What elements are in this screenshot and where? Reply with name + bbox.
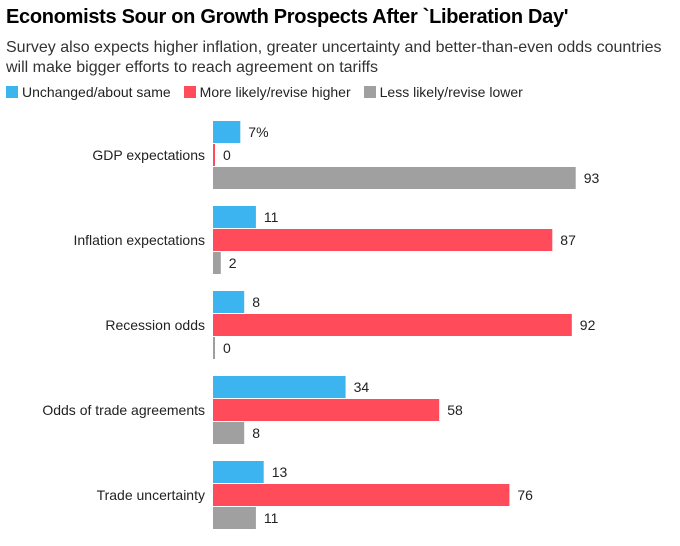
data-label: 8 [252,294,260,310]
legend-item-more-likely: More likely/revise higher [183,84,351,100]
category-label: Inflation expectations [73,232,205,248]
legend-label-less-likely: Less likely/revise lower [379,84,523,100]
data-label: 0 [223,147,231,163]
bar [213,337,215,359]
data-label: 34 [354,379,370,395]
category-label: Trade uncertainty [97,487,205,503]
legend-item-less-likely: Less likely/revise lower [363,84,523,100]
bar [213,121,241,143]
legend-label-more-likely: More likely/revise higher [199,84,351,100]
category-label: Recession odds [105,317,205,333]
bar [213,507,256,529]
legend-swatch-unchanged [6,86,18,98]
data-label: 2 [229,255,237,271]
category-label: Odds of trade agreements [42,402,205,418]
bar [213,314,572,336]
bar [213,376,346,398]
chart-title: Economists Sour on Growth Prospects Afte… [6,6,569,28]
bar [213,167,576,189]
legend-item-unchanged: Unchanged/about same [6,84,171,100]
legend: Unchanged/about same More likely/revise … [6,84,536,100]
category-label: GDP expectations [92,147,205,163]
data-label: 87 [560,232,576,248]
bar [213,422,245,444]
data-label: 93 [584,170,600,186]
bar [213,229,553,251]
bar [213,252,221,274]
legend-swatch-less-likely [363,86,376,98]
data-label: 11 [264,510,279,526]
data-label: 11 [264,209,279,225]
data-label: 7% [248,124,268,140]
bar [213,291,245,313]
legend-swatch-more-likely [183,86,196,98]
data-label: 92 [580,317,596,333]
chart-subtitle: Survey also expects higher inflation, gr… [6,39,662,76]
data-label: 13 [272,464,288,480]
data-label: 8 [252,425,260,441]
legend-label-unchanged: Unchanged/about same [22,84,171,100]
data-label: 58 [447,402,463,418]
data-label: 76 [517,487,533,503]
bar [213,399,440,421]
bar [213,144,215,166]
data-label: 0 [223,340,231,356]
bar [213,461,264,483]
bar [213,206,256,228]
bar [213,484,510,506]
